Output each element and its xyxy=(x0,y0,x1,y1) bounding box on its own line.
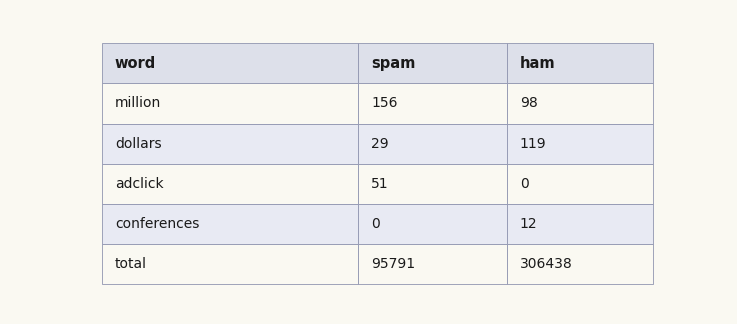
Text: 306438: 306438 xyxy=(520,257,573,271)
Bar xyxy=(507,43,653,84)
Bar xyxy=(358,244,507,284)
Text: word: word xyxy=(115,56,156,71)
Text: spam: spam xyxy=(371,56,416,71)
Text: 0: 0 xyxy=(520,177,528,191)
Bar xyxy=(507,204,653,244)
Bar xyxy=(507,244,653,284)
Bar xyxy=(102,164,358,204)
Bar xyxy=(102,204,358,244)
Text: ham: ham xyxy=(520,56,555,71)
Text: 156: 156 xyxy=(371,97,397,110)
Text: 95791: 95791 xyxy=(371,257,415,271)
Bar xyxy=(358,43,507,84)
Bar xyxy=(507,164,653,204)
Bar xyxy=(358,123,507,164)
Text: 119: 119 xyxy=(520,137,546,151)
Bar xyxy=(358,204,507,244)
Text: 51: 51 xyxy=(371,177,388,191)
Bar xyxy=(507,123,653,164)
Bar xyxy=(102,43,358,84)
Text: conferences: conferences xyxy=(115,217,199,231)
Text: total: total xyxy=(115,257,147,271)
Text: million: million xyxy=(115,97,161,110)
Text: 29: 29 xyxy=(371,137,388,151)
Bar xyxy=(102,244,358,284)
Bar xyxy=(102,84,358,123)
Text: dollars: dollars xyxy=(115,137,161,151)
Text: adclick: adclick xyxy=(115,177,164,191)
Bar xyxy=(507,84,653,123)
Text: 12: 12 xyxy=(520,217,537,231)
Bar xyxy=(102,123,358,164)
Bar xyxy=(358,84,507,123)
Text: 98: 98 xyxy=(520,97,537,110)
Bar xyxy=(358,164,507,204)
Text: 0: 0 xyxy=(371,217,380,231)
